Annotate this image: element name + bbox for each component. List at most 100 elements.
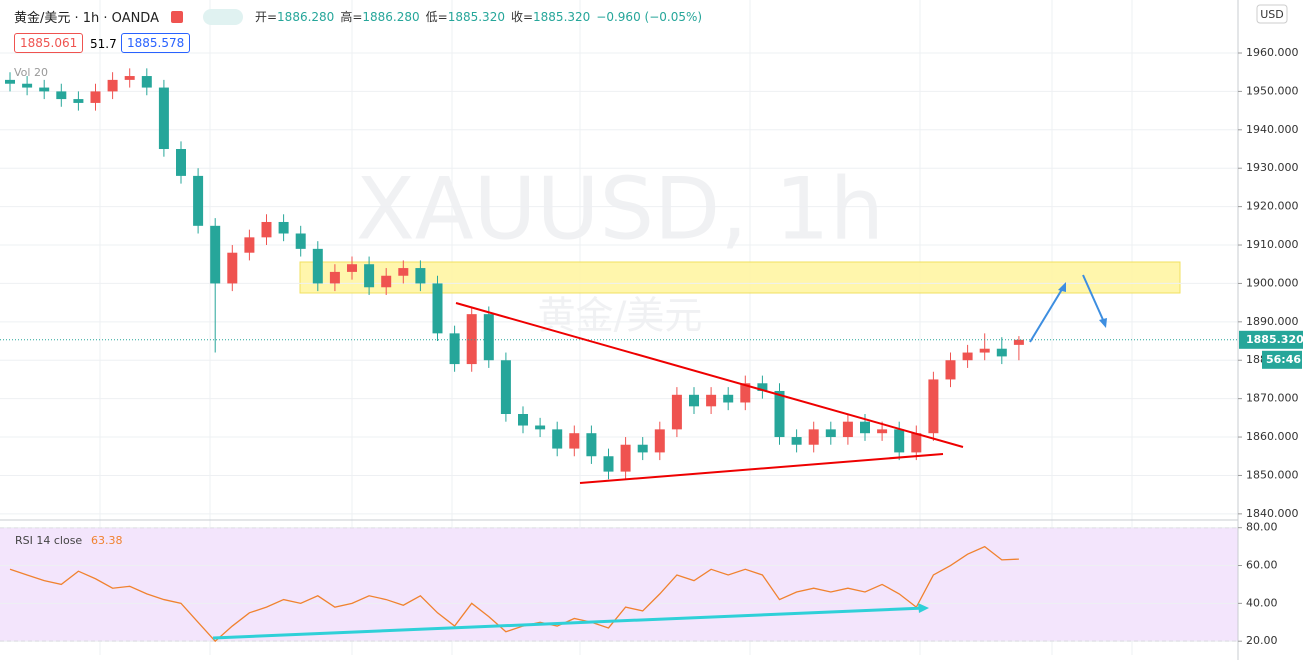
indicator-label: RSI 14 close — [15, 534, 82, 547]
resistance-zone — [299, 261, 1181, 294]
ohlc-value: 1885.320 — [447, 10, 505, 24]
candle-body — [911, 433, 922, 453]
y-tick-label: 80.00 — [1246, 521, 1278, 534]
last-price-label: 1885.320 — [1246, 333, 1304, 346]
candle-body — [432, 283, 443, 334]
candle-body — [22, 83, 33, 88]
candle-body — [398, 268, 409, 276]
y-tick-label: 1960.000 — [1246, 46, 1299, 59]
flag[interactable] — [170, 10, 183, 23]
candle-body — [808, 429, 819, 445]
arrow — [1029, 285, 1065, 343]
symbol: 黄金/美元 · 1h · OANDA — [14, 11, 159, 26]
candle-body — [894, 429, 905, 453]
ohlc-item: 高=1886.280 — [340, 10, 419, 24]
ohlc: 开=1886.280 高=1886.280 低=1885.320 收=1885.320… — [255, 8, 708, 25]
candle-body — [124, 76, 135, 80]
candle-body — [261, 221, 272, 238]
candle-body — [586, 433, 597, 457]
candle-body — [483, 314, 494, 361]
candle-body — [774, 390, 785, 438]
ohlc-label: 收= — [510, 10, 534, 24]
candle-body — [928, 379, 939, 434]
candle-body — [689, 394, 699, 407]
sell-price[interactable]: 1885.061 — [14, 33, 84, 53]
candle-body — [466, 314, 477, 365]
candle-body — [90, 91, 101, 103]
candle-body — [244, 237, 255, 253]
toggle[interactable] — [202, 8, 243, 25]
candle-body — [671, 394, 682, 430]
y-tick-label: 40.00 — [1246, 596, 1278, 609]
ohlc-value: −0.960 (−0.05%) — [596, 10, 703, 24]
candle-body — [654, 429, 665, 453]
spread: 51.7 — [90, 37, 117, 51]
y-tick-label: 1840.000 — [1246, 507, 1299, 520]
y-tick-label: 1900.000 — [1246, 276, 1299, 289]
ohlc-value: 1885.320 — [533, 10, 591, 24]
candle-body — [193, 175, 204, 226]
candle-body — [347, 264, 357, 272]
currency-badge[interactable] — [1256, 4, 1288, 24]
volume-label: Vol 20 — [14, 66, 48, 79]
ohlc-value: 1886.280 — [277, 10, 335, 24]
candle-body — [842, 421, 853, 438]
candle-body — [449, 333, 460, 365]
candle-body — [56, 91, 67, 100]
y-tick-label: 1870.000 — [1246, 392, 1299, 405]
ohlc-item: 收=1885.320 — [511, 10, 590, 24]
y-tick-label: 1940.000 — [1246, 123, 1299, 136]
trend-line — [455, 302, 964, 448]
candle-body — [637, 444, 648, 453]
y-tick-label: 60.00 — [1246, 559, 1278, 572]
countdown: 56:46 — [1266, 353, 1301, 366]
candle-body — [227, 252, 238, 284]
candle-body — [364, 264, 375, 288]
candle-body — [706, 394, 717, 407]
y-tick-label: 1860.000 — [1246, 430, 1299, 443]
arrow-head — [1099, 318, 1107, 328]
arrow-head — [1058, 282, 1066, 292]
candle-body — [141, 76, 152, 88]
ohlc-item: 开=1886.280 — [255, 10, 334, 24]
candle-body — [979, 348, 990, 353]
ohlc-value: 1886.280 — [362, 10, 420, 24]
candle-body — [107, 79, 118, 92]
y-tick-label: 1950.000 — [1246, 84, 1299, 97]
candle-body — [877, 429, 888, 434]
rsi-line — [9, 545, 1019, 643]
candle-body — [312, 248, 323, 284]
candle-body — [552, 429, 563, 449]
ohlc-label: 高= — [340, 10, 363, 24]
y-tick-label: 1890.000 — [1246, 315, 1299, 328]
candle-body — [1013, 339, 1024, 345]
last-price-tag — [1239, 330, 1303, 349]
y-tick-label: 20.00 — [1246, 634, 1278, 647]
candle-body — [740, 383, 751, 403]
trend-line — [579, 453, 944, 484]
candle-body — [825, 429, 836, 438]
ohlc-label: 开= — [254, 10, 278, 24]
ohlc-item: 低=1885.320 — [426, 10, 505, 24]
divergence-line — [212, 606, 926, 640]
candle-body — [620, 444, 631, 472]
y-tick-label: 1920.000 — [1246, 200, 1299, 213]
countdown-tag — [1262, 350, 1302, 369]
candle-body — [278, 221, 289, 234]
buy-price[interactable]: 1885.578 — [121, 33, 191, 53]
candle-body — [569, 433, 580, 449]
candle-body — [500, 360, 511, 415]
indicator-value: 63.38 — [91, 534, 123, 547]
candle-body — [535, 425, 546, 430]
candle-body — [962, 352, 973, 361]
candle-body — [945, 360, 956, 380]
candle-body — [603, 456, 614, 472]
header: 黄金/美元 · 1h · OANDA 开=1886.280 高=1886.280 低… — [14, 7, 708, 26]
candle-body — [996, 348, 1007, 357]
ohlc-label: 低= — [425, 10, 448, 24]
candle-body — [757, 383, 768, 391]
candle-body — [176, 149, 186, 176]
currency: USD — [1260, 8, 1284, 21]
